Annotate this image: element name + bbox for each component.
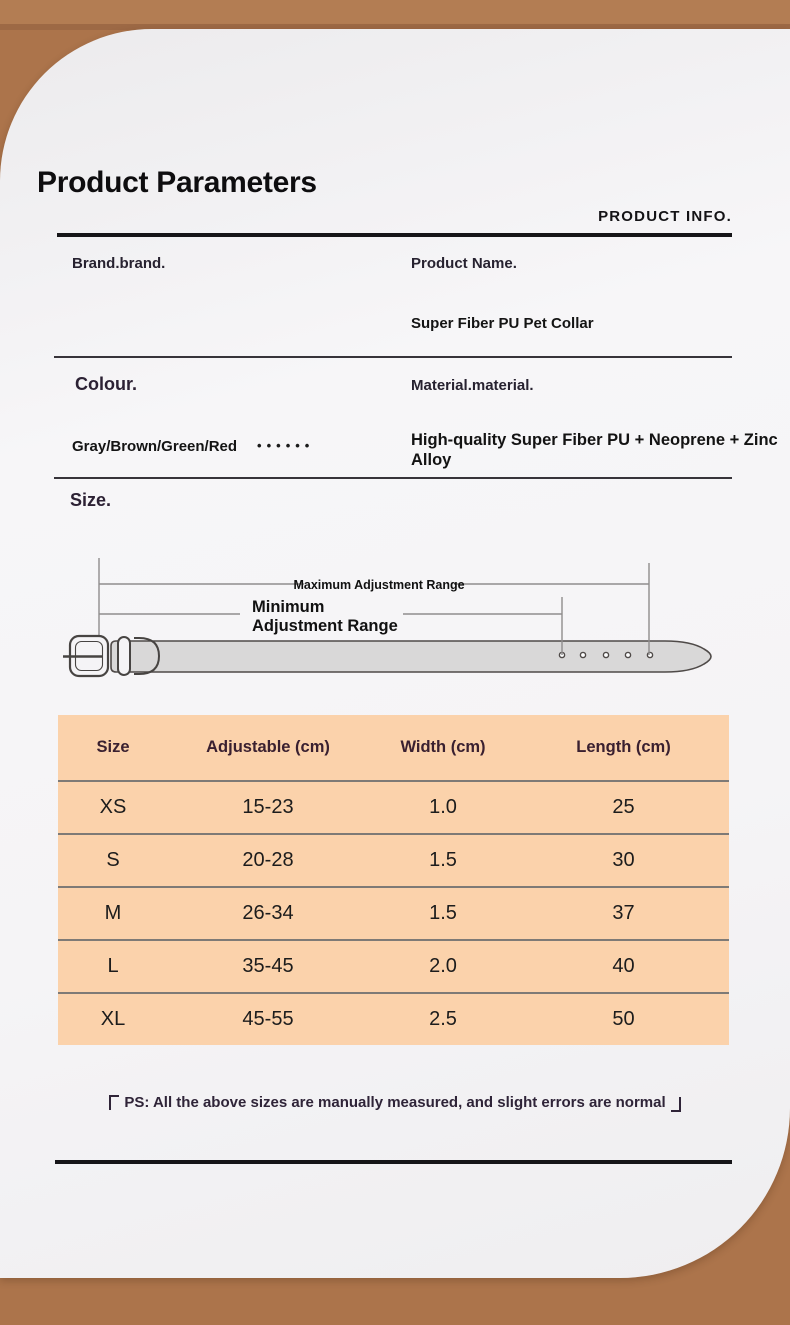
colour-value-row: Gray/Brown/Green/Red •••••• <box>72 438 314 455</box>
table-cell: 26-34 <box>242 902 294 924</box>
table-header-cell: Width (cm) <box>400 738 486 756</box>
table-cell: 20-28 <box>242 849 294 871</box>
top-banner <box>0 0 790 24</box>
table-cell: 1.0 <box>429 796 457 818</box>
table-header-row: Size Adjustable (cm) Width (cm) Length (cm) <box>58 715 729 780</box>
table-row: M 26-34 1.5 37 <box>58 886 729 939</box>
product-info-label: PRODUCT INFO. <box>598 208 732 225</box>
table-cell: 25 <box>612 796 635 818</box>
table-cell: S <box>106 849 120 871</box>
product-name-value: Super Fiber PU Pet Collar <box>411 315 594 332</box>
table-row: XS 15-23 1.0 25 <box>58 780 729 833</box>
belt-loop <box>134 637 161 675</box>
top-banner-seam <box>0 24 790 30</box>
table-cell: M <box>104 902 122 924</box>
max-adjustment-label: Maximum Adjustment Range <box>293 578 464 592</box>
colour-label: Colour. <box>75 374 137 394</box>
table-row: XL 45-55 2.5 50 <box>58 992 729 1045</box>
min-adjustment-label-line2: Adjustment Range <box>252 617 398 635</box>
brand-label: Brand.brand. <box>72 255 166 272</box>
ellipsis-dots-icon: •••••• <box>257 438 315 453</box>
table-cell: 30 <box>612 849 635 871</box>
table-cell: 1.5 <box>429 902 457 924</box>
corner-bracket-open-icon <box>109 1095 120 1110</box>
divider-mid-1 <box>54 356 732 358</box>
table-cell: 45-55 <box>242 1008 294 1030</box>
table-cell: XL <box>100 1008 126 1030</box>
table-cell: 50 <box>612 1008 635 1030</box>
divider-mid-2 <box>54 477 732 479</box>
page-title: Product Parameters <box>37 166 317 199</box>
table-header-cell: Adjustable (cm) <box>206 738 330 756</box>
table-header-cell: Length (cm) <box>576 738 671 756</box>
belt-strap <box>110 640 712 673</box>
footnote-text: PS: All the above sizes are manually mea… <box>124 1094 666 1111</box>
table-row: L 35-45 2.0 40 <box>58 939 729 992</box>
table-cell: 40 <box>612 955 635 977</box>
product-name-label: Product Name. <box>411 255 517 272</box>
table-cell: 37 <box>612 902 635 924</box>
table-cell: 2.5 <box>429 1008 457 1030</box>
belt-buckle <box>63 634 161 678</box>
size-heading: Size. <box>70 490 112 510</box>
table-cell: L <box>107 955 119 977</box>
table-cell: 1.5 <box>429 849 457 871</box>
table-cell: 2.0 <box>429 955 457 977</box>
footnote: PS: All the above sizes are manually mea… <box>0 1094 790 1112</box>
min-adjustment-label-line1: Minimum <box>252 598 324 616</box>
measurement-lines <box>98 558 650 655</box>
table-cell: 35-45 <box>242 955 294 977</box>
colour-value: Gray/Brown/Green/Red <box>72 438 238 455</box>
divider-bottom <box>55 1160 732 1164</box>
divider-top <box>57 233 732 237</box>
table-cell: XS <box>99 796 127 818</box>
collar-size-diagram: Maximum Adjustment Range Minimum Adjustm… <box>63 558 712 678</box>
material-value: High-quality Super Fiber PU + Neoprene +… <box>411 431 778 469</box>
belt-keeper <box>117 636 131 676</box>
table-header-cell: Size <box>96 738 130 756</box>
table-row: S 20-28 1.5 30 <box>58 833 729 886</box>
table-cell: 15-23 <box>242 796 294 818</box>
material-label: Material.material. <box>411 377 534 394</box>
size-table: Size Adjustable (cm) Width (cm) Length (cm)… <box>58 715 729 1045</box>
belt-holes <box>558 651 654 659</box>
corner-bracket-close-icon <box>670 1097 681 1112</box>
